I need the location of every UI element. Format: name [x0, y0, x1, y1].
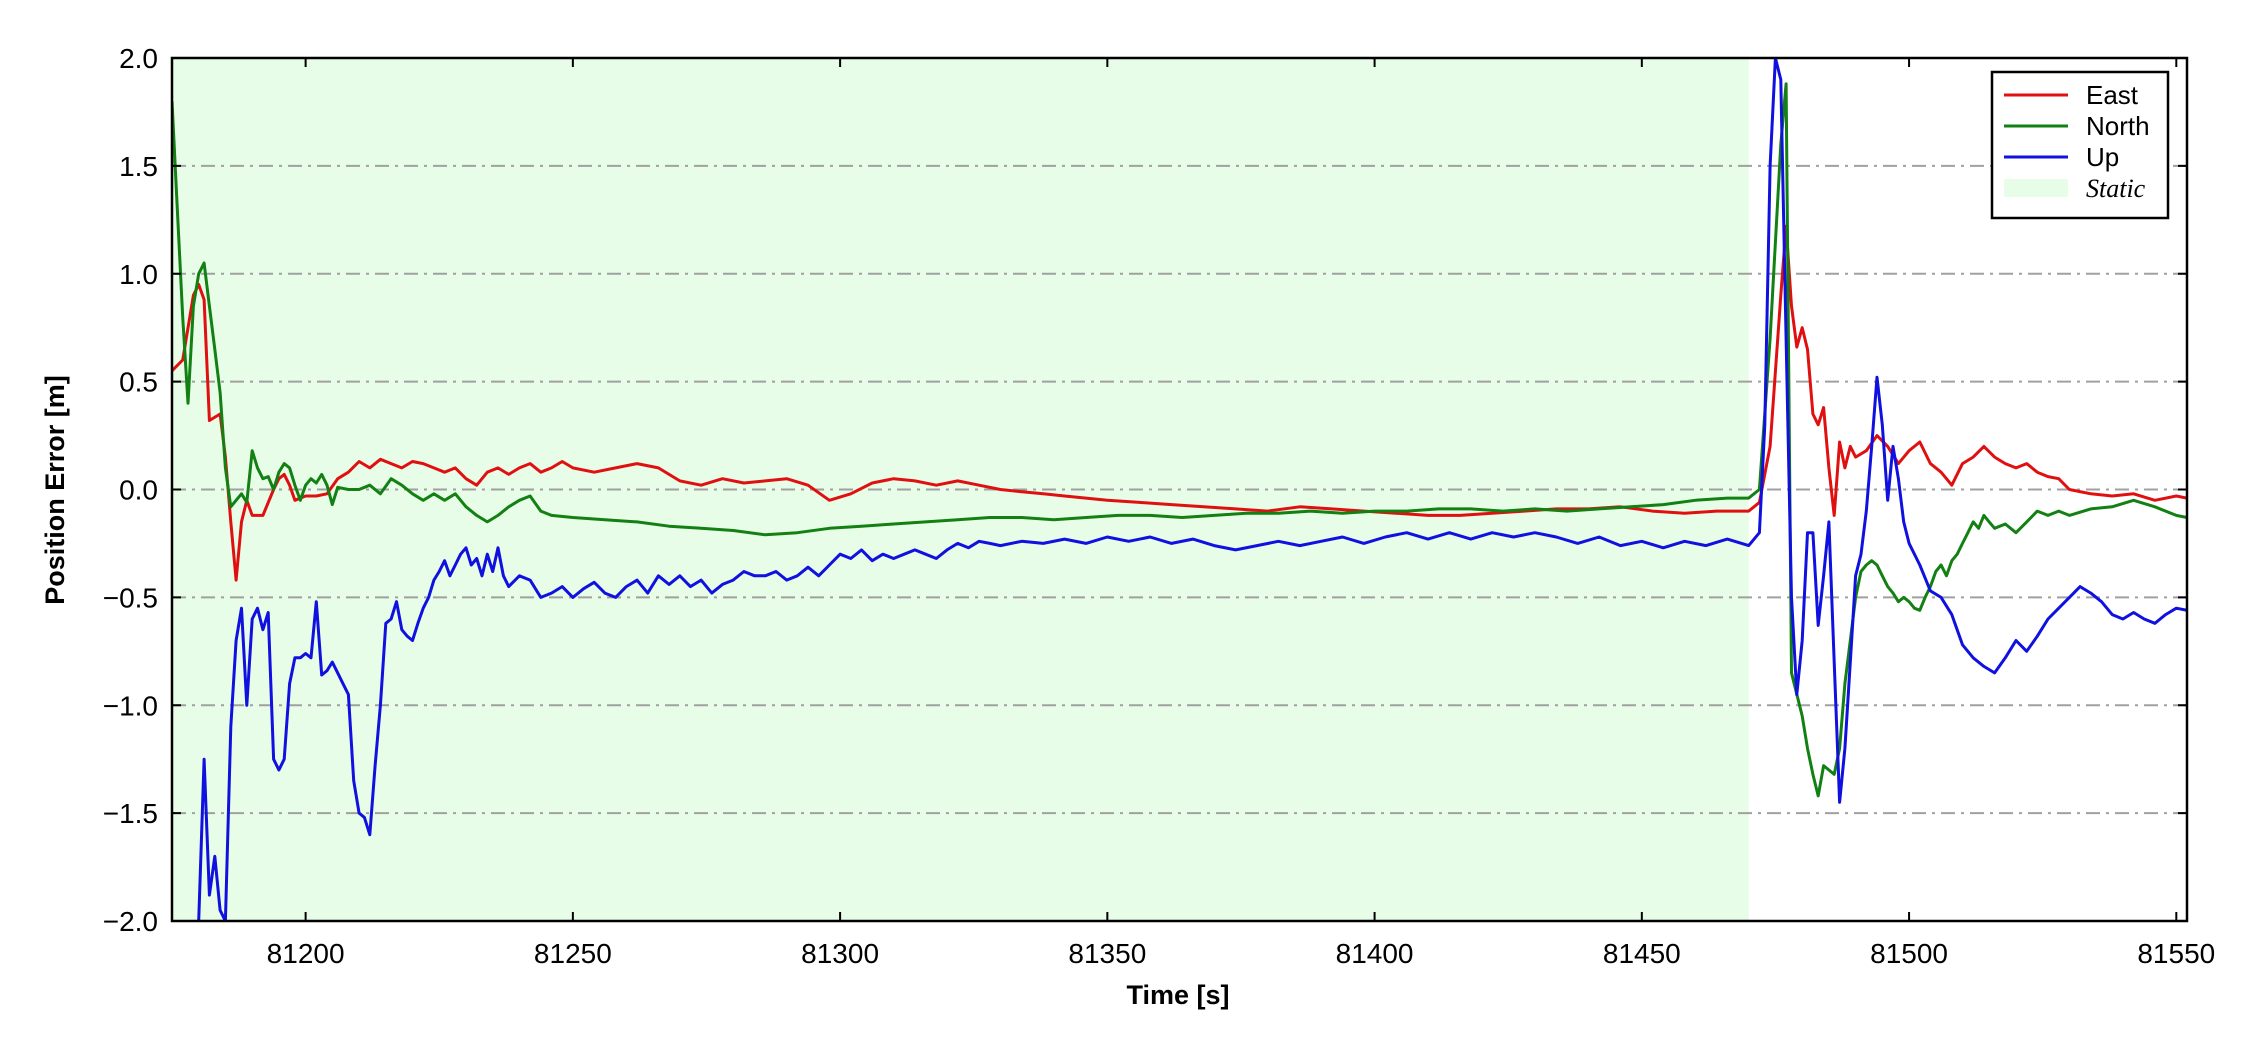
- legend-label-up: Up: [2086, 142, 2119, 172]
- y-axis-ticks: −2.0 −1.5 −1.0 −0.5 0.0 0.5 1.0 1.5 2.0: [103, 43, 2187, 937]
- x-tick-label: 81250: [534, 938, 612, 969]
- x-tick-label: 81450: [1603, 938, 1681, 969]
- y-tick-label: 2.0: [119, 43, 158, 74]
- legend-label-static: Static: [2086, 174, 2146, 203]
- y-axis-title: Position Error [m]: [40, 375, 70, 605]
- series-line-up: [197, 58, 2187, 921]
- x-tick-label: 81350: [1068, 938, 1146, 969]
- x-axis-title: Time [s]: [1126, 980, 1229, 1010]
- y-tick-label: −1.5: [103, 798, 158, 829]
- legend-label-north: North: [2086, 111, 2150, 141]
- series-line-north: [172, 82, 2187, 798]
- y-tick-label: 1.0: [119, 259, 158, 290]
- y-tick-label: 1.5: [119, 151, 158, 182]
- x-tick-label: 81400: [1336, 938, 1414, 969]
- y-tick-label: −2.0: [103, 906, 158, 937]
- y-tick-label: 0.0: [119, 475, 158, 506]
- x-tick-label: 81300: [801, 938, 879, 969]
- legend-swatch-static: [2004, 179, 2068, 197]
- x-tick-label: 81550: [2137, 938, 2215, 969]
- data-series: [172, 58, 2187, 921]
- legend-label-east: East: [2086, 80, 2139, 110]
- series-line-east: [172, 224, 2187, 582]
- y-tick-label: −0.5: [103, 582, 158, 613]
- y-tick-label: −1.0: [103, 690, 158, 721]
- x-tick-label: 81500: [1870, 938, 1948, 969]
- x-tick-label: 81200: [267, 938, 345, 969]
- x-axis-ticks: 81200 81250 81300 81350 81400 81450 81500 81550: [267, 58, 2215, 969]
- y-tick-label: 0.5: [119, 367, 158, 398]
- gridlines: [172, 164, 2187, 815]
